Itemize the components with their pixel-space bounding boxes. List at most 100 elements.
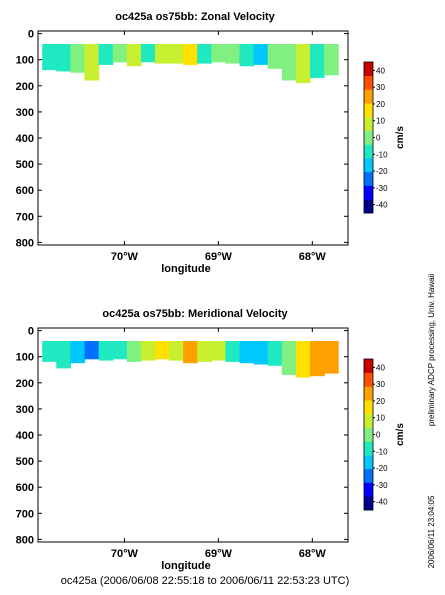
colorbar-tick-label: -10 (376, 150, 388, 159)
y-tick-label: 600 (16, 482, 34, 494)
colorbar-segment (364, 103, 373, 118)
x-axis-label: longitude (161, 263, 211, 275)
colorbar: 40 30 20 10 0 -10 -20 -30 -40 cm/s (363, 61, 406, 214)
x-axis: 70°W 69°W 68°W (111, 31, 327, 263)
plot-area (42, 341, 339, 378)
colorbar-segment (364, 496, 373, 511)
processing-note: preliminary ADCP processing, Univ. Hawai… (427, 274, 436, 426)
colorbar-segment (364, 427, 373, 442)
velocity-cell (324, 44, 339, 76)
x-tick-label: 68°W (299, 548, 327, 560)
velocity-cell (267, 341, 283, 366)
velocity-cell (112, 44, 128, 63)
colorbar-label: cm/s (395, 423, 406, 446)
colorbar-tick-label: -20 (376, 167, 388, 176)
y-tick-label: 700 (16, 508, 34, 520)
velocity-cell (126, 44, 142, 67)
colorbar-tick-label: -20 (376, 464, 388, 473)
colorbar-segment (364, 386, 373, 401)
colorbar-segment (364, 185, 373, 200)
y-tick-label: 300 (16, 107, 34, 119)
colorbar-segment (364, 62, 373, 77)
velocity-cell (84, 341, 100, 360)
velocity-cell (281, 44, 297, 81)
velocity-cell (211, 341, 226, 361)
y-tick-label: 800 (16, 534, 34, 546)
y-axis: 0 100 200 300 400 500 600 700 800 (16, 326, 348, 546)
colorbar-tick-label: 20 (376, 397, 385, 406)
x-tick-label: 69°W (205, 251, 233, 263)
y-tick-label: 100 (16, 55, 34, 67)
velocity-cell (253, 44, 269, 65)
velocity-cell (183, 44, 198, 65)
colorbar-segment (364, 413, 373, 428)
velocity-cell (112, 341, 128, 360)
velocity-cell (155, 44, 170, 64)
colorbar-label: cm/s (395, 126, 406, 149)
velocity-cell (267, 44, 283, 69)
x-tick-label: 70°W (111, 548, 139, 560)
velocity-cell (56, 341, 71, 369)
colorbar-tick-label: 10 (376, 414, 385, 423)
colorbar-segment (364, 359, 373, 374)
colorbar-tick-label: 20 (376, 100, 385, 109)
velocity-cell (169, 44, 184, 64)
x-tick-label: 68°W (299, 251, 327, 263)
velocity-cell (211, 44, 226, 63)
velocity-cell (126, 341, 142, 362)
y-tick-label: 400 (16, 133, 34, 145)
colorbar-segment (364, 89, 373, 104)
velocity-cell (197, 44, 212, 64)
colorbar-tick-label: 30 (376, 380, 385, 389)
velocity-cell (225, 44, 241, 64)
velocity-cell (140, 341, 156, 361)
chart-title: oc425a os75bb: Meridional Velocity (102, 308, 288, 320)
velocity-cell (295, 341, 311, 378)
colorbar-segment (364, 441, 373, 456)
velocity-cell (169, 341, 184, 361)
velocity-cell (98, 341, 114, 361)
y-tick-label: 300 (16, 404, 34, 416)
y-tick-label: 800 (16, 237, 34, 249)
colorbar-segment (364, 75, 373, 90)
velocity-cell (42, 44, 57, 71)
processing-date: 2006/06/11 23:04:05 (427, 495, 436, 568)
y-tick-label: 100 (16, 352, 34, 364)
colorbar-tick-label: -10 (376, 447, 388, 456)
velocity-cell (324, 341, 339, 374)
meridional-velocity-panel: oc425a os75bb: Meridional Velocity 0 100 2… (16, 308, 406, 572)
y-tick-label: 500 (16, 159, 34, 171)
velocity-cell (239, 341, 255, 364)
colorbar-tick-label: 10 (376, 117, 385, 126)
colorbar-segment (364, 171, 373, 186)
time-range-caption: oc425a (2006/06/08 22:55:18 to 2006/06/1… (61, 575, 349, 587)
chart-title: oc425a os75bb: Zonal Velocity (115, 11, 275, 23)
colorbar-segment (364, 482, 373, 497)
colorbar-segment (364, 468, 373, 483)
colorbar-tick-label: 0 (376, 134, 381, 143)
x-axis: 70°W 69°W 68°W (111, 328, 327, 560)
velocity-cell (197, 341, 212, 362)
velocity-cell (225, 341, 241, 362)
velocity-cell (70, 341, 86, 364)
velocity-cell (295, 44, 311, 84)
x-tick-label: 70°W (111, 251, 139, 263)
velocity-cell (281, 341, 297, 375)
velocity-cell (140, 44, 156, 63)
colorbar-segment (364, 158, 373, 173)
velocity-cell (239, 44, 255, 67)
velocity-cell (84, 44, 100, 81)
y-axis: 0 100 200 300 400 500 600 700 800 (16, 29, 348, 249)
y-tick-label: 0 (28, 326, 34, 338)
velocity-cell (253, 341, 269, 365)
plot-area (42, 44, 339, 84)
y-tick-label: 700 (16, 211, 34, 223)
colorbar-segment (364, 116, 373, 131)
colorbar-tick-label: -40 (376, 201, 388, 210)
y-tick-label: 200 (16, 378, 34, 390)
colorbar-tick-label: -30 (376, 481, 388, 490)
colorbar-tick-label: 30 (376, 83, 385, 92)
colorbar-segment (364, 199, 373, 214)
velocity-cell (310, 44, 325, 78)
